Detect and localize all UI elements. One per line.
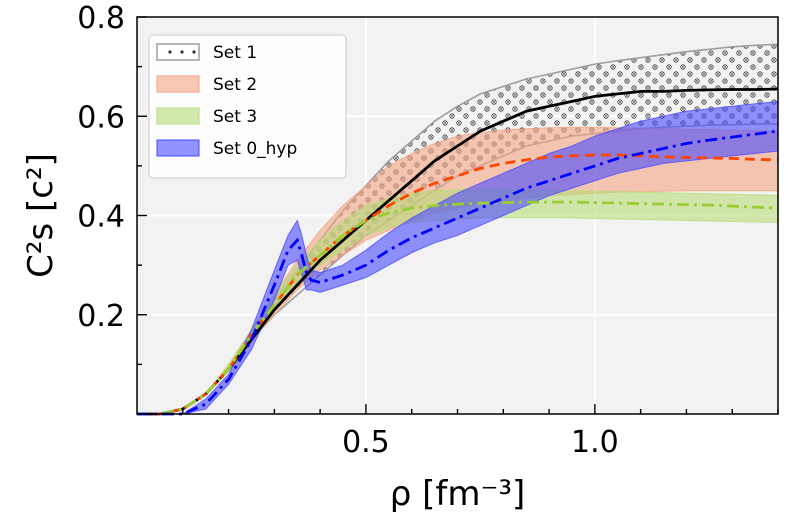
y-tick-label: 0.6	[77, 100, 125, 135]
axis-ticks: 0.5 1.0 0.2 0.4 0.6 0.8	[77, 1, 779, 460]
series-lines	[137, 87, 779, 416]
series-bands	[137, 43, 779, 415]
x-tick-label: 0.5	[342, 425, 390, 460]
legend-swatch	[156, 107, 200, 125]
legend-swatch	[156, 75, 200, 93]
x-tick-label: 1.0	[571, 425, 619, 460]
y-tick-label: 0.2	[77, 299, 125, 334]
legend-swatch	[156, 43, 200, 61]
legend-label: Set 0_hyp	[213, 139, 297, 159]
legend: Set 1 Set 2 Set 3 Set 0_hyp	[148, 34, 347, 179]
y-axis-label: C²s [c²]	[21, 153, 61, 278]
legend-label: Set 3	[213, 107, 257, 127]
legend-swatch-dot	[192, 50, 196, 54]
legend-swatch-dot	[168, 50, 172, 54]
legend-label: Set 2	[213, 75, 257, 95]
legend-swatch	[156, 139, 200, 157]
legend-label: Set 1	[213, 43, 257, 63]
x-axis-label: ρ [fm⁻³]	[390, 474, 526, 514]
y-tick-label: 0.8	[77, 1, 125, 36]
band-set-1	[137, 44, 778, 415]
y-tick-label: 0.4	[77, 200, 125, 235]
legend-swatch-dot	[180, 50, 184, 54]
line-set-3	[137, 200, 779, 416]
line-set-1	[137, 87, 779, 416]
